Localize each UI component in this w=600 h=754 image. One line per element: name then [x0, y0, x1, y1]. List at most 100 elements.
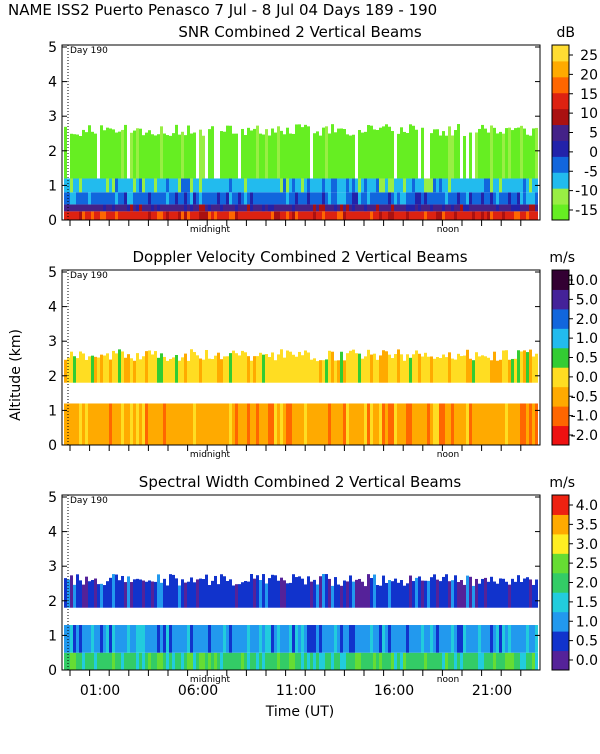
- heatmap-cell: [256, 625, 259, 653]
- heatmap-cell: [235, 353, 238, 383]
- heatmap-cell: [370, 211, 373, 220]
- heatmap-cell: [328, 211, 331, 220]
- heatmap-cell: [85, 403, 88, 445]
- heatmap-cell: [295, 211, 298, 220]
- colorbar-segment: [552, 386, 569, 407]
- plot-frame: [61, 269, 541, 446]
- heatmap-cell: [346, 192, 349, 205]
- heatmap-cell: [439, 652, 442, 670]
- heatmap-cell: [214, 652, 217, 670]
- heatmap-cell: [271, 192, 274, 205]
- heatmap-cell: [181, 579, 184, 608]
- heatmap-cell: [220, 204, 223, 212]
- heatmap-cell: [79, 204, 82, 212]
- heatmap-cell: [163, 625, 166, 653]
- heatmap-cell: [148, 652, 151, 670]
- heatmap-cell: [379, 127, 382, 179]
- colorbar-segment: [552, 650, 569, 671]
- heatmap-cell: [160, 211, 163, 220]
- heatmap-cell: [436, 652, 439, 670]
- heatmap-cell: [310, 178, 313, 193]
- heatmap-cell: [436, 403, 439, 445]
- heatmap-cell: [118, 192, 121, 205]
- colorbar-tick-label: 2.0: [576, 576, 598, 592]
- heatmap-cell: [79, 403, 82, 445]
- heatmap-cell: [244, 652, 247, 670]
- heatmap-cell: [214, 178, 217, 193]
- heatmap-cell: [433, 129, 436, 179]
- heatmap-cell: [151, 354, 154, 383]
- heatmap-cell: [391, 204, 394, 212]
- heatmap-cell: [118, 580, 121, 608]
- heatmap-cell: [421, 211, 424, 220]
- heatmap-cell: [445, 574, 448, 608]
- heatmap-cell: [166, 178, 169, 193]
- heatmap-cell: [178, 360, 181, 383]
- colorbar-segment: [552, 425, 569, 446]
- heatmap-cell: [454, 359, 457, 383]
- heatmap-cell: [433, 178, 436, 193]
- heatmap-cell: [517, 350, 520, 383]
- heatmap-cell: [217, 211, 220, 220]
- heatmap-cell: [523, 192, 526, 205]
- heatmap-cell: [256, 356, 259, 383]
- heatmap-cell: [406, 625, 409, 653]
- heatmap-cell: [382, 575, 385, 608]
- heatmap-cell: [106, 652, 109, 670]
- heatmap-cell: [307, 403, 310, 445]
- heatmap-cell: [286, 178, 289, 193]
- heatmap-cell: [91, 355, 94, 383]
- heatmap-cell: [529, 204, 532, 212]
- heatmap-cell: [217, 652, 220, 670]
- heatmap-cell: [271, 574, 274, 608]
- heatmap-cell: [169, 403, 172, 445]
- heatmap-cell: [76, 192, 79, 205]
- heatmap-cell: [397, 652, 400, 670]
- heatmap-cell: [163, 192, 166, 205]
- heatmap-cell: [337, 192, 340, 205]
- heatmap-cell: [397, 211, 400, 220]
- heatmap-cell: [196, 204, 199, 212]
- heatmap-cell: [112, 403, 115, 445]
- heatmap-cell: [415, 652, 418, 670]
- heatmap-cell: [331, 211, 334, 220]
- heatmap-cell: [265, 354, 268, 383]
- heatmap-cell: [109, 192, 112, 205]
- panel-3: Spectral Width Combined 2 Vertical Beams…: [48, 473, 598, 699]
- y-tick-label: 2: [48, 369, 57, 385]
- heatmap-cell: [202, 192, 205, 205]
- heatmap-cell: [346, 581, 349, 608]
- heatmap-cell: [70, 192, 73, 205]
- heatmap-cell: [481, 124, 484, 179]
- heatmap-cell: [457, 353, 460, 383]
- heatmap-cell: [412, 211, 415, 220]
- heatmap-cell: [478, 403, 481, 445]
- heatmap-cell: [112, 204, 115, 212]
- heatmap-cell: [259, 178, 262, 193]
- heatmap-cell: [205, 349, 208, 383]
- heatmap-cell: [406, 354, 409, 383]
- heatmap-cell: [151, 178, 154, 193]
- heatmap-cell: [298, 625, 301, 653]
- heatmap-cell: [532, 192, 535, 205]
- heatmap-cell: [370, 125, 373, 179]
- heatmap-cell: [517, 211, 520, 220]
- heatmap-cell: [337, 204, 340, 212]
- heatmap-cell: [208, 192, 211, 205]
- heatmap-cell: [361, 625, 364, 653]
- colorbar-tick-label: 20: [580, 67, 598, 83]
- heatmap-cell: [226, 178, 229, 193]
- heatmap-cell: [313, 211, 316, 220]
- heatmap-cell: [511, 578, 514, 608]
- heatmap-cell: [472, 360, 475, 383]
- heatmap-cell: [271, 352, 274, 383]
- heatmap-cell: [454, 211, 457, 220]
- page-header: NAME ISS2 Puerto Penasco 7 Jul - 8 Jul 0…: [8, 1, 437, 19]
- heatmap-cell: [175, 625, 178, 653]
- heatmap-cell: [301, 127, 304, 179]
- heatmap-cell: [202, 359, 205, 383]
- heatmap-cell: [223, 204, 226, 212]
- heatmap-cell: [199, 178, 202, 193]
- heatmap-cell: [496, 403, 499, 445]
- heatmap-cell: [484, 625, 487, 653]
